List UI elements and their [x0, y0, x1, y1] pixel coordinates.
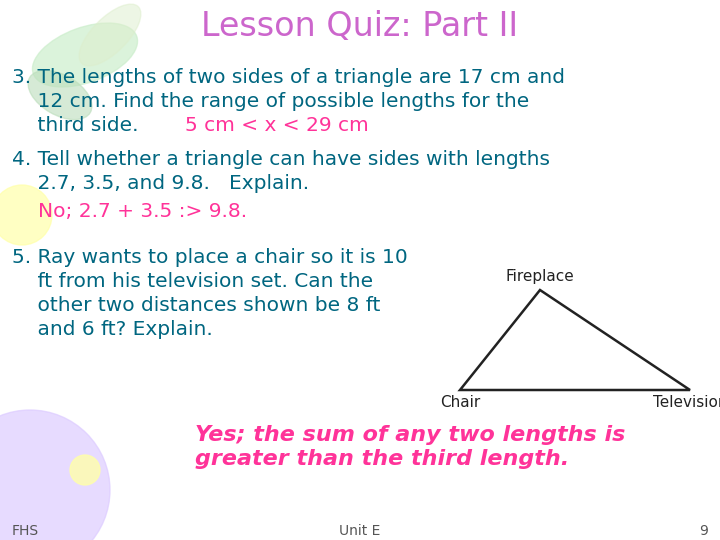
Text: Unit E: Unit E	[339, 524, 381, 538]
Circle shape	[0, 410, 110, 540]
Text: FHS: FHS	[12, 524, 39, 538]
Text: Lesson Quiz: Part II: Lesson Quiz: Part II	[202, 10, 518, 43]
Ellipse shape	[28, 70, 92, 120]
Ellipse shape	[79, 4, 141, 66]
Text: third side.: third side.	[12, 116, 138, 135]
Text: 3. The lengths of two sides of a triangle are 17 cm and: 3. The lengths of two sides of a triangl…	[12, 68, 565, 87]
Text: Television: Television	[653, 395, 720, 410]
Text: Fireplace: Fireplace	[505, 269, 575, 284]
Text: other two distances shown be 8 ft: other two distances shown be 8 ft	[12, 296, 380, 315]
Text: Yes; the sum of any two lengths is: Yes; the sum of any two lengths is	[195, 425, 626, 445]
Text: 2.7, 3.5, and 9.8.   Explain.: 2.7, 3.5, and 9.8. Explain.	[12, 174, 309, 193]
Text: 5. Ray wants to place a chair so it is 10: 5. Ray wants to place a chair so it is 1…	[12, 248, 408, 267]
Text: 5 cm < x < 29 cm: 5 cm < x < 29 cm	[185, 116, 369, 135]
Circle shape	[0, 185, 52, 245]
Text: ft from his television set. Can the: ft from his television set. Can the	[12, 272, 373, 291]
Text: 9: 9	[699, 524, 708, 538]
Text: 4. Tell whether a triangle can have sides with lengths: 4. Tell whether a triangle can have side…	[12, 150, 550, 169]
Text: 12 cm. Find the range of possible lengths for the: 12 cm. Find the range of possible length…	[12, 92, 529, 111]
Ellipse shape	[32, 23, 138, 87]
Circle shape	[70, 455, 100, 485]
Text: No; 2.7 + 3.5 :> 9.8.: No; 2.7 + 3.5 :> 9.8.	[38, 202, 247, 221]
Text: greater than the third length.: greater than the third length.	[195, 449, 570, 469]
Text: and 6 ft? Explain.: and 6 ft? Explain.	[12, 320, 212, 339]
Text: Chair: Chair	[440, 395, 480, 410]
